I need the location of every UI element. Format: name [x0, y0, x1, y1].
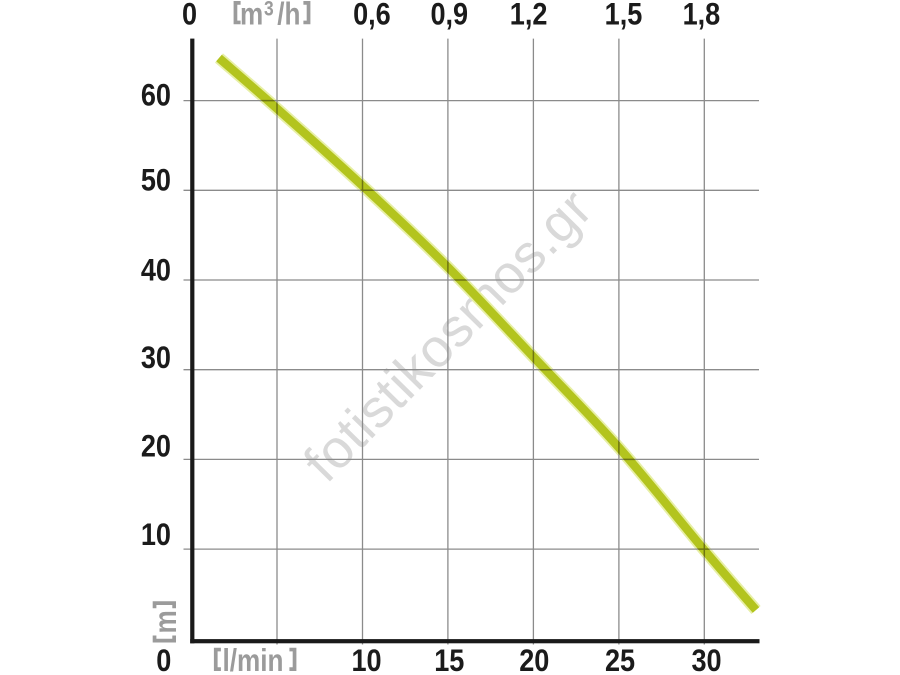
svg-text:20: 20 [141, 428, 171, 463]
svg-text:10: 10 [141, 517, 171, 552]
svg-text:0: 0 [182, 0, 197, 32]
svg-text:/h: /h [277, 0, 300, 32]
svg-text:25: 25 [605, 643, 635, 675]
svg-text:l/min: l/min [223, 644, 284, 675]
svg-text:m: m [149, 610, 184, 633]
svg-text:60: 60 [141, 77, 171, 112]
svg-text:30: 30 [691, 643, 721, 675]
svg-text:1,8: 1,8 [683, 0, 721, 32]
svg-text:3: 3 [264, 0, 274, 21]
svg-text:0,9: 0,9 [430, 0, 468, 32]
svg-text:40: 40 [141, 252, 171, 287]
svg-text:10: 10 [351, 643, 381, 675]
svg-text:0,6: 0,6 [353, 0, 391, 32]
svg-text:50: 50 [141, 162, 171, 197]
svg-text:15: 15 [434, 643, 464, 675]
svg-text:1,5: 1,5 [605, 0, 643, 32]
svg-text:30: 30 [141, 340, 171, 375]
svg-text:m: m [240, 0, 263, 32]
svg-text:0: 0 [156, 643, 171, 675]
svg-text:20: 20 [519, 643, 549, 675]
svg-text:1,2: 1,2 [510, 0, 548, 32]
